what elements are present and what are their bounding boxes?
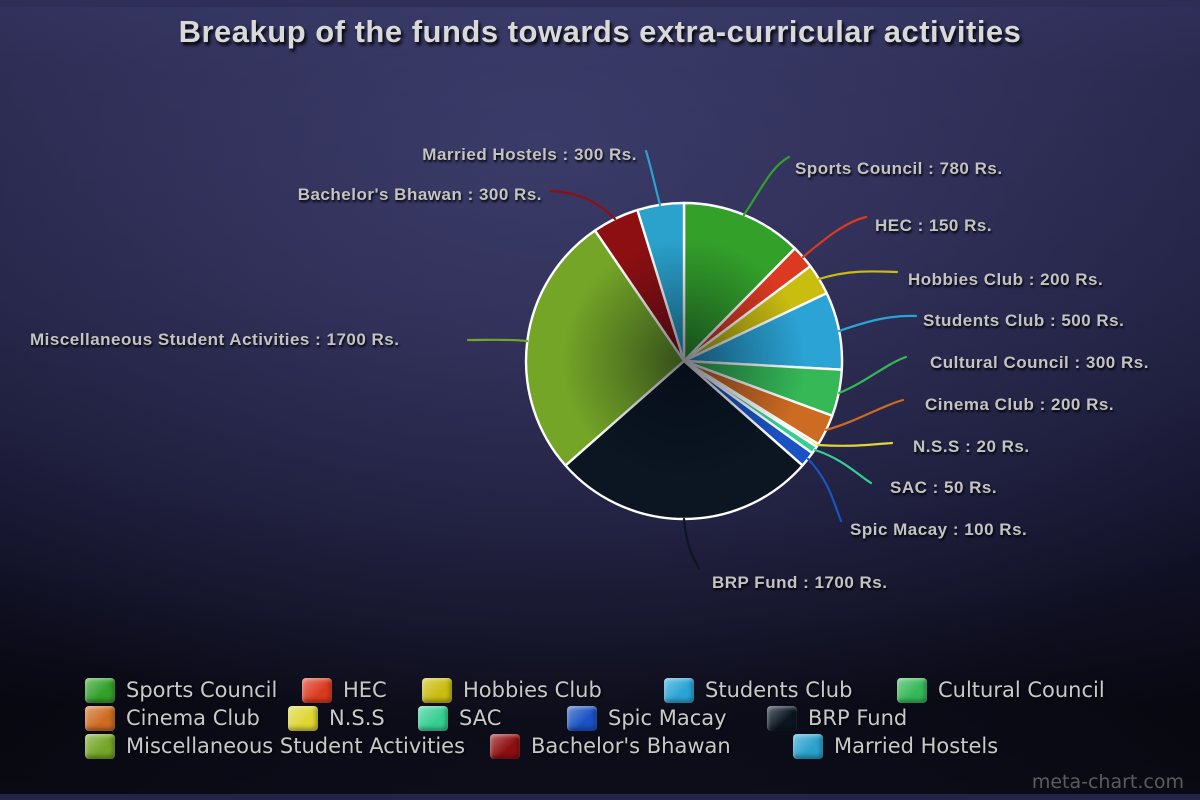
- leader-line-spic-macay: [806, 457, 843, 523]
- legend-item-sports-council: Sports Council: [85, 676, 277, 704]
- legend-row-3: Miscellaneous Student Activities Bachelo…: [0, 732, 1200, 760]
- legend-label-nss: N.S.S: [329, 706, 385, 730]
- legend-label-spic-macay: Spic Macay: [608, 706, 727, 730]
- leader-line-cinema-club: [824, 398, 905, 432]
- leader-line-bachelor-s-bhawan: [548, 189, 617, 221]
- legend-swatch-students-club: [664, 677, 694, 703]
- legend-item-hec: HEC: [302, 676, 387, 704]
- meta-chart-watermark: meta-chart.com: [1031, 771, 1184, 793]
- legend-item-students-club: Students Club: [664, 676, 852, 704]
- leader-line-hec: [801, 215, 868, 259]
- legend-swatch-hobbies-club: [422, 677, 452, 703]
- leader-line-students-club: [837, 314, 918, 333]
- chart-title: Breakup of the funds towards extra-curri…: [178, 14, 1022, 49]
- legend-label-cultural-council: Cultural Council: [938, 678, 1105, 702]
- legend-label-students-club: Students Club: [705, 678, 853, 702]
- legend-swatch-brp-fund: [767, 705, 797, 731]
- legend-swatch-married-hostels: [793, 733, 823, 759]
- leader-line-sac: [813, 448, 873, 485]
- legend-item-cinema-club: Cinema Club: [85, 704, 260, 732]
- legend-row-2: Cinema Club N.S.S SAC Spic Macay BRP Fun…: [0, 704, 1200, 732]
- legend-item-sac: SAC: [418, 704, 501, 732]
- legend-swatch-spic-macay: [567, 705, 597, 731]
- callout-spic-macay: Spic Macay : 100 Rs.: [850, 520, 1028, 539]
- legend-swatch-nss: [288, 705, 318, 731]
- leader-line-hobbies-club: [817, 270, 899, 281]
- leader-line-married-hostels: [644, 149, 662, 207]
- legend-swatch-cultural-council: [897, 677, 927, 703]
- callout-married-hostels: Married Hostels : 300 Rs.: [422, 145, 637, 164]
- callout-brp-fund: BRP Fund : 1700 Rs.: [712, 573, 888, 592]
- callout-sac: SAC : 50 Rs.: [890, 478, 998, 497]
- legend-item-miscellaneous: Miscellaneous Student Activities: [85, 732, 465, 760]
- legend: Sports Council HEC Hobbies Club Students…: [0, 676, 1200, 760]
- legend-swatch-sports-council: [85, 677, 115, 703]
- callout-bachelors-bhawan: Bachelor's Bhawan : 300 Rs.: [297, 185, 542, 204]
- legend-swatch-cinema-club: [85, 705, 115, 731]
- legend-swatch-miscellaneous: [85, 733, 115, 759]
- legend-swatch-bachelors-bhawan: [490, 733, 520, 759]
- callout-cultural-council: Cultural Council : 300 Rs.: [930, 353, 1149, 372]
- legend-label-hobbies-club: Hobbies Club: [463, 678, 602, 702]
- legend-row-1: Sports Council HEC Hobbies Club Students…: [0, 676, 1200, 704]
- callout-hobbies-club: Hobbies Club : 200 Rs.: [908, 270, 1104, 289]
- callout-cinema-club: Cinema Club : 200 Rs.: [925, 395, 1115, 414]
- legend-label-sac: SAC: [459, 706, 502, 730]
- leader-line-cultural-council: [837, 355, 908, 395]
- legend-item-married-hostels: Married Hostels: [793, 732, 998, 760]
- callout-students-club: Students Club : 500 Rs.: [923, 311, 1125, 330]
- legend-item-bachelors-bhawan: Bachelor's Bhawan: [490, 732, 731, 760]
- callout-sports-council: Sports Council : 780 Rs.: [795, 159, 1003, 178]
- legend-swatch-hec: [302, 677, 332, 703]
- top-edge-strip: [0, 0, 1200, 7]
- legend-item-brp-fund: BRP Fund: [767, 704, 907, 732]
- legend-label-brp-fund: BRP Fund: [808, 706, 908, 730]
- legend-label-hec: HEC: [343, 678, 387, 702]
- callout-hec: HEC : 150 Rs.: [875, 216, 993, 235]
- leader-line-sports-council: [742, 155, 791, 217]
- leader-line-miscellaneous-student-activities: [466, 338, 529, 343]
- legend-label-cinema-club: Cinema Club: [126, 706, 260, 730]
- legend-label-sports-council: Sports Council: [126, 678, 278, 702]
- legend-label-married-hostels: Married Hostels: [834, 734, 999, 758]
- legend-swatch-sac: [418, 705, 448, 731]
- legend-item-spic-macay: Spic Macay: [567, 704, 727, 732]
- leader-line-brp-fund: [682, 517, 701, 570]
- leader-line-n-s-s: [816, 441, 894, 447]
- bottom-edge-strip: [0, 794, 1200, 800]
- legend-label-bachelors-bhawan: Bachelor's Bhawan: [531, 734, 731, 758]
- legend-label-miscellaneous: Miscellaneous Student Activities: [126, 734, 466, 758]
- callout-miscellaneous: Miscellaneous Student Activities : 1700 …: [30, 330, 400, 349]
- legend-item-hobbies-club: Hobbies Club: [422, 676, 602, 704]
- legend-item-cultural-council: Cultural Council: [897, 676, 1105, 704]
- callout-nss: N.S.S : 20 Rs.: [913, 437, 1030, 456]
- legend-item-nss: N.S.S: [288, 704, 385, 732]
